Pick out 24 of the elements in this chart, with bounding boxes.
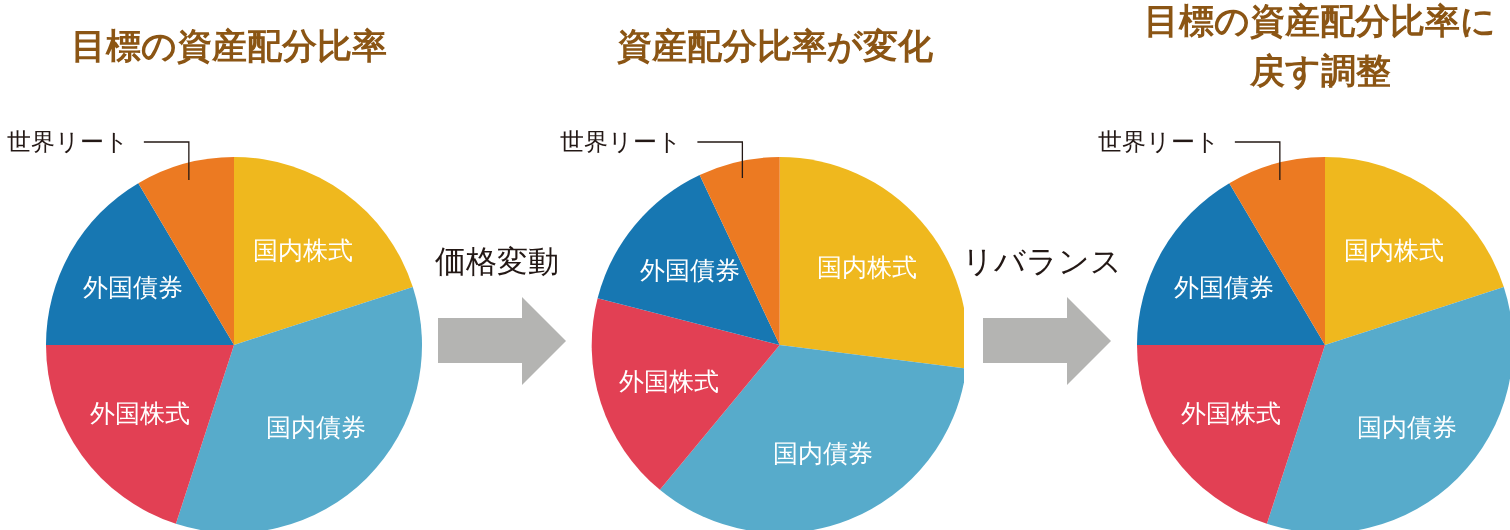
slice-label: 世界リート: [560, 128, 683, 156]
pie-slice: [234, 157, 413, 345]
chart-title: 資産配分比率が変化: [616, 25, 933, 68]
slice-label: 外国株式: [89, 399, 190, 429]
slice-label: 世界リート: [6, 128, 129, 156]
chart-title: 目標の資産配分比率に戻す調整: [1143, 0, 1497, 93]
slice-label: 国内株式: [817, 253, 918, 283]
slice-label: 国内債券: [266, 412, 367, 442]
chart-title: 目標の資産配分比率: [71, 25, 387, 68]
slice-label: 世界リート: [1097, 128, 1220, 156]
pie-slice: [46, 183, 234, 345]
slice-label: 外国債券: [1173, 272, 1274, 302]
slice-label: 国内株式: [1343, 236, 1444, 266]
slice-label: 外国株式: [618, 366, 719, 396]
text: リバランス: [961, 243, 1123, 279]
slice-label: 外国株式: [1180, 399, 1281, 429]
slice-label: 外国債券: [639, 256, 740, 286]
pie-slice: [46, 345, 234, 524]
slice-label: 国内債券: [1357, 412, 1458, 442]
text: 価格変動: [433, 243, 560, 279]
pie-slice: [597, 174, 780, 345]
slice-label: 国内債券: [772, 438, 873, 468]
slice-label: 外国債券: [82, 272, 183, 302]
slice-label: 国内株式: [252, 236, 353, 266]
